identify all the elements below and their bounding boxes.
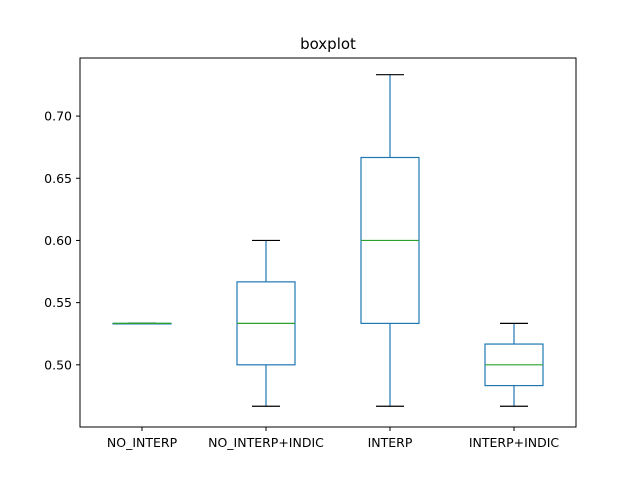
x-tick-label: INTERP+INDIC (469, 435, 560, 450)
y-tick-label: 0.70 (44, 109, 72, 124)
y-tick-label: 0.50 (44, 357, 72, 372)
plot-frame (79, 57, 577, 428)
box-group (236, 239, 296, 407)
x-axis: NO_INTERP NO_INTERP+INDIC INTERP INTERP+IND… (107, 427, 560, 450)
x-tick-label: NO_INTERP+INDIC (208, 435, 324, 450)
box-group (112, 322, 172, 325)
x-tick-label: INTERP (368, 435, 413, 450)
chart-title: boxplot (300, 35, 356, 53)
y-tick-label: 0.65 (44, 171, 72, 186)
box-group (360, 74, 420, 407)
plot-marks (112, 74, 544, 407)
y-tick-label: 0.55 (44, 295, 72, 310)
y-tick-label: 0.60 (44, 233, 72, 248)
y-axis: 0.50 0.55 0.60 0.65 0.70 (44, 109, 80, 372)
box-group (484, 322, 544, 407)
x-tick-label: NO_INTERP (107, 435, 178, 450)
